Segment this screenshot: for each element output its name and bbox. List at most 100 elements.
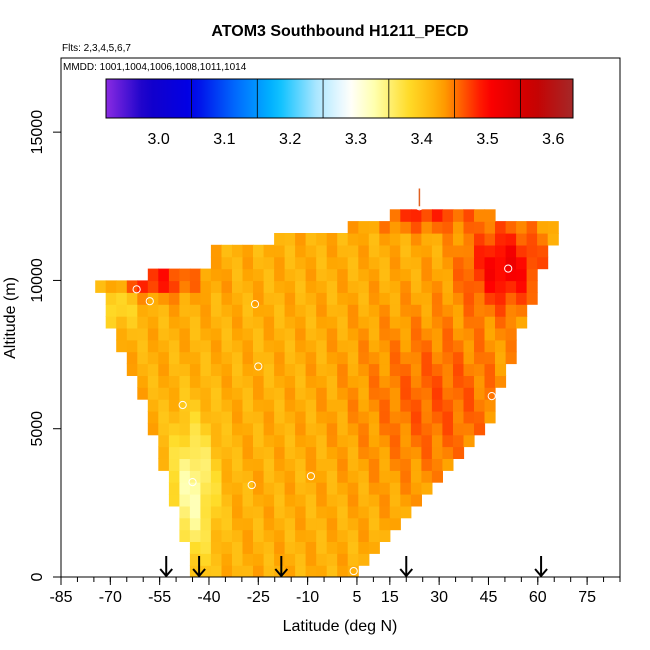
heatmap-cell — [421, 221, 433, 234]
heatmap-cell — [263, 375, 275, 388]
heatmap-cell — [221, 268, 233, 282]
heatmap-cell — [284, 553, 296, 566]
heatmap-cell — [421, 268, 433, 282]
heatmap-cell — [263, 422, 275, 436]
heatmap-cell — [358, 387, 370, 400]
heatmap-cell — [242, 268, 254, 282]
heatmap-cell — [210, 316, 222, 329]
heatmap-cell — [232, 399, 244, 412]
heatmap-cell — [337, 494, 349, 507]
heatmap-cell — [337, 422, 349, 436]
heatmap-cell — [463, 375, 475, 388]
sample-point — [487, 391, 496, 401]
heatmap-cell — [253, 244, 265, 258]
x-tick-label: 30 — [430, 589, 448, 606]
heatmap-cell — [379, 482, 391, 495]
heatmap-cell — [463, 363, 475, 376]
heatmap-cell — [400, 494, 412, 507]
heatmap-cell — [232, 505, 244, 519]
heatmap-cell — [368, 280, 380, 293]
heatmap-cell — [400, 339, 412, 353]
heatmap-cell — [463, 221, 475, 234]
heatmap-cell — [358, 221, 370, 234]
heatmap-cell — [295, 410, 307, 424]
heatmap-cell — [263, 292, 275, 305]
heatmap-cell — [221, 434, 233, 448]
heatmap-cell — [379, 363, 391, 376]
heatmap-cell — [221, 351, 233, 365]
y-tick-label: 15000 — [29, 110, 46, 155]
heatmap-cell — [147, 399, 159, 412]
heatmap-cell — [484, 375, 496, 388]
heatmap-cell — [495, 304, 507, 317]
heatmap-cell — [179, 422, 191, 436]
heatmap-cell — [242, 304, 254, 317]
heatmap-cell — [137, 363, 149, 376]
heatmap-cell — [442, 209, 454, 222]
heatmap-cell — [253, 387, 265, 400]
heatmap-cell — [137, 316, 149, 329]
heatmap-cell — [410, 280, 422, 293]
heatmap-cell — [221, 304, 233, 317]
heatmap-cell — [158, 316, 170, 329]
heatmap-cell — [431, 327, 443, 341]
heatmap-cell — [221, 316, 233, 329]
heatmap-cell — [274, 494, 286, 507]
heatmap-cell — [105, 280, 117, 293]
heatmap-cell — [232, 410, 244, 424]
heatmap-cell — [379, 375, 391, 388]
heatmap-cell — [295, 529, 307, 542]
heatmap-cell — [379, 292, 391, 305]
heatmap-cell — [358, 458, 370, 471]
heatmap-cell — [368, 422, 380, 436]
x-tick-label: 45 — [480, 589, 498, 606]
heatmap-cell — [410, 375, 422, 388]
heatmap-cell — [189, 339, 201, 353]
heatmap-cell — [274, 387, 286, 400]
heatmap-cell — [295, 434, 307, 448]
heatmap-cell — [337, 244, 349, 258]
heatmap-cell — [116, 316, 128, 329]
heatmap-cell — [263, 280, 275, 293]
heatmap-cell — [379, 221, 391, 234]
heatmap-cell — [410, 233, 422, 246]
heatmap-cell — [274, 446, 286, 459]
heatmap-cell — [147, 316, 159, 329]
heatmap-cell — [358, 233, 370, 246]
sample-point — [132, 285, 141, 294]
heatmap-cell — [274, 256, 286, 270]
heatmap-cell — [137, 327, 149, 341]
heatmap-cell — [158, 375, 170, 388]
heatmap-cell — [242, 280, 254, 293]
heatmap-cell — [442, 458, 454, 471]
heatmap-cell — [326, 233, 338, 246]
heatmap-cell — [221, 327, 233, 341]
heatmap-cell — [305, 553, 317, 566]
heatmap-cell — [379, 280, 391, 293]
heatmap-cell — [316, 280, 328, 293]
x-tick-label: -40 — [197, 589, 220, 606]
heatmap-cell — [495, 363, 507, 376]
heatmap-cell — [284, 316, 296, 329]
heatmap-cell — [347, 375, 359, 388]
heatmap-cell — [337, 529, 349, 542]
heatmap-cell — [495, 280, 507, 293]
heatmap-cell — [221, 446, 233, 459]
heatmap-cell — [284, 434, 296, 448]
heatmap-cell — [263, 244, 275, 258]
heatmap-cell — [389, 304, 401, 317]
heatmap-cell — [368, 482, 380, 495]
heatmap-cell — [284, 446, 296, 459]
heatmap-cell — [232, 256, 244, 270]
heatmap-cell — [347, 517, 359, 531]
heatmap-cell — [389, 363, 401, 376]
heatmap-cell — [358, 529, 370, 542]
heatmap-cell — [295, 268, 307, 282]
heatmap-cell — [431, 233, 443, 246]
heatmap-cell — [442, 304, 454, 317]
profile-arrow-head — [274, 568, 289, 578]
heatmap-cell — [442, 422, 454, 436]
heatmap-cell — [505, 256, 517, 270]
heatmap-cell — [389, 505, 401, 519]
